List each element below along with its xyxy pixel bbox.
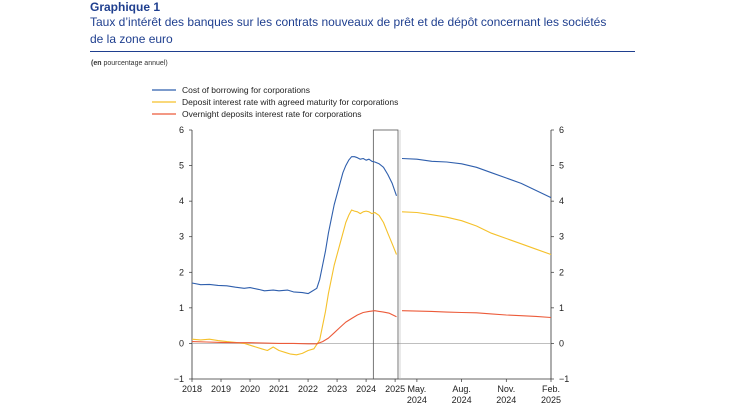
y-tick-label-left: 4 (179, 196, 184, 206)
y-tick-label-right: −1 (559, 374, 569, 384)
title-divider (90, 51, 635, 52)
x-tick-label-left: 2020 (240, 384, 260, 394)
legend: Cost of borrowing for corporations Deposi… (152, 85, 398, 119)
y-tick-label-right: 5 (559, 161, 564, 171)
y-tick-label-left: 0 (179, 338, 184, 348)
y-tick-label-right: 1 (559, 303, 564, 313)
y-tick-label-right: 4 (559, 196, 564, 206)
y-tick-label-right: 2 (559, 267, 564, 277)
graph-label: Graphique 1 (90, 0, 161, 14)
x-tick-label-right: Feb. (542, 384, 560, 394)
y-tick-label-right: 6 (559, 125, 564, 135)
chart-title: Taux d’intérêt des banques sur les contr… (90, 15, 607, 46)
x-tick-label-left: 2022 (298, 384, 318, 394)
y-tick-label-left: 2 (179, 267, 184, 277)
legend-entry-1: Deposit interest rate with agreed maturi… (182, 97, 398, 107)
unit-label: (en pourcentage annuel) (91, 60, 168, 67)
y-tick-label-left: 1 (179, 303, 184, 313)
legend-entry-0: Cost of borrowing for corporations (182, 85, 310, 95)
y-tick-label-left: 3 (179, 232, 184, 242)
y-tick-label-left: −1 (174, 374, 184, 384)
x-tick-label-right: May. (407, 384, 426, 394)
x-tick-label-left: 2019 (211, 384, 231, 394)
series-line-left-0 (191, 156, 398, 295)
x-tick-label-right-year: 2024 (496, 395, 516, 405)
y-tick-label-right: 3 (559, 232, 564, 242)
x-tick-label-left: 2024 (356, 384, 376, 394)
y-tick-label-left: 5 (179, 161, 184, 171)
series-line-right-1 (401, 211, 552, 256)
x-tick-label-right-year: 2025 (541, 395, 561, 405)
axes (189, 129, 554, 382)
x-tick-label-left: 2021 (269, 384, 289, 394)
series-line-left-1 (191, 209, 398, 356)
legend-entry-2: Overnight deposits interest rate for cor… (182, 109, 362, 119)
x-tick-label-left: 2018 (182, 384, 202, 394)
series-lines (191, 156, 552, 356)
x-tick-label-right: Aug. (452, 384, 471, 394)
x-tick-label-left: 2025 (385, 384, 405, 394)
y-tick-label-right: 0 (559, 338, 564, 348)
tick-labels: −1 −1 0 0 1 1 2 2 3 3 4 4 5 5 6 6 2018 2019 2020 2021 2022 20… (174, 125, 570, 405)
x-tick-label-left: 2023 (327, 384, 347, 394)
series-line-right-2 (401, 310, 552, 319)
unit-prefix: (en (91, 60, 102, 67)
series-line-left-2 (191, 310, 397, 345)
highlight-box (372, 129, 399, 380)
series-line-right-0 (401, 157, 552, 199)
x-tick-label-right-year: 2024 (452, 395, 472, 405)
y-tick-label-left: 6 (179, 125, 184, 135)
unit-text: pourcentage annuel) (101, 60, 168, 67)
x-tick-label-right: Nov. (497, 384, 515, 394)
x-tick-label-right-year: 2024 (407, 395, 427, 405)
